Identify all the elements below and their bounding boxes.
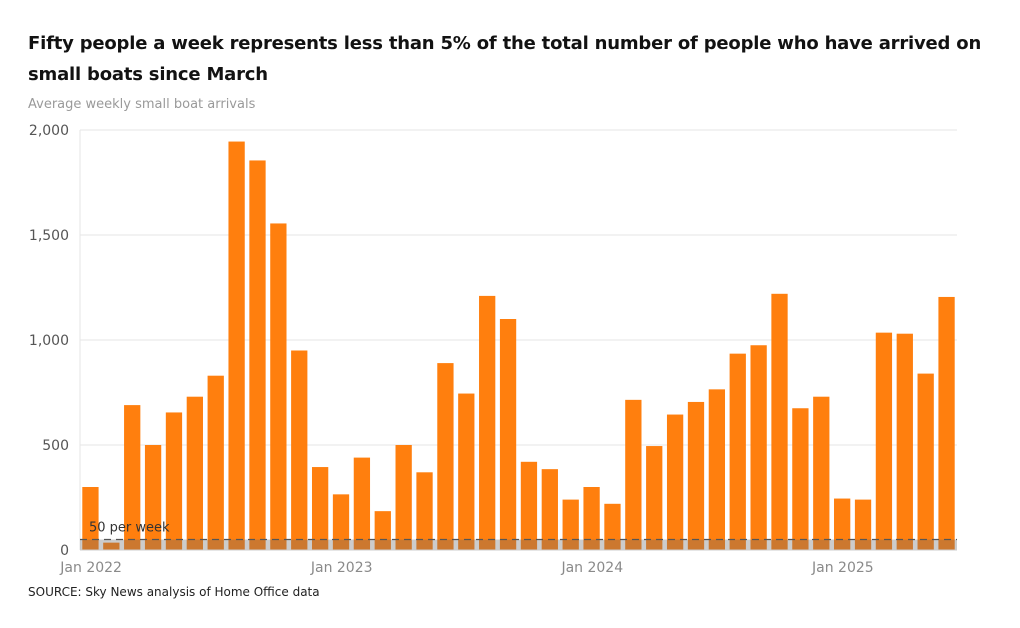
bar	[499, 319, 517, 550]
bar	[165, 412, 183, 550]
bar	[82, 487, 99, 550]
bar	[458, 393, 475, 550]
bar	[270, 223, 287, 550]
bar	[813, 396, 830, 550]
source-note: SOURCE: Sky News analysis of Home Office…	[28, 585, 320, 599]
bar	[834, 498, 851, 550]
bar	[291, 350, 308, 550]
chart-subtitle: Average weekly small boat arrivals	[28, 97, 256, 112]
bar	[854, 499, 872, 550]
bar	[374, 511, 391, 550]
bar	[353, 457, 371, 550]
bar	[207, 375, 224, 550]
bar	[541, 469, 558, 550]
bar	[792, 408, 809, 550]
y-tick-label: 500	[42, 438, 69, 454]
bar	[896, 333, 913, 550]
bar	[708, 389, 726, 550]
chart-title: Fifty people a week represents less than…	[28, 33, 982, 85]
reference-line-label: 50 per week	[89, 521, 170, 536]
y-tick-label: 2,000	[29, 123, 69, 139]
bar	[917, 373, 934, 550]
y-tick-label: 1,000	[29, 333, 69, 349]
bar	[103, 542, 120, 550]
x-tick-label: Jan 2023	[310, 560, 373, 576]
bar	[729, 353, 746, 550]
bar	[186, 396, 203, 550]
reference-band	[80, 539, 957, 550]
bar	[771, 293, 788, 550]
bar	[520, 461, 538, 550]
y-tick-label: 0	[60, 543, 69, 559]
bar	[938, 296, 955, 550]
bar	[437, 363, 454, 550]
bar	[604, 503, 621, 550]
bar	[687, 401, 705, 550]
bar	[666, 414, 684, 550]
bar	[249, 160, 266, 550]
bar	[646, 446, 663, 550]
bar	[124, 405, 141, 550]
x-tick-label: Jan 2022	[59, 560, 122, 576]
bar	[332, 494, 350, 550]
bar	[228, 141, 245, 551]
bar	[625, 399, 642, 550]
x-tick-label: Jan 2025	[811, 560, 874, 576]
bar	[395, 445, 412, 550]
bar	[416, 472, 433, 550]
x-tick-label: Jan 2024	[560, 560, 623, 576]
bar	[479, 295, 496, 550]
bar	[562, 499, 579, 550]
y-tick-label: 1,500	[29, 228, 69, 244]
bar	[144, 445, 162, 550]
bar	[750, 345, 767, 550]
bar	[583, 487, 600, 550]
bar	[311, 467, 329, 550]
bar	[875, 332, 893, 550]
